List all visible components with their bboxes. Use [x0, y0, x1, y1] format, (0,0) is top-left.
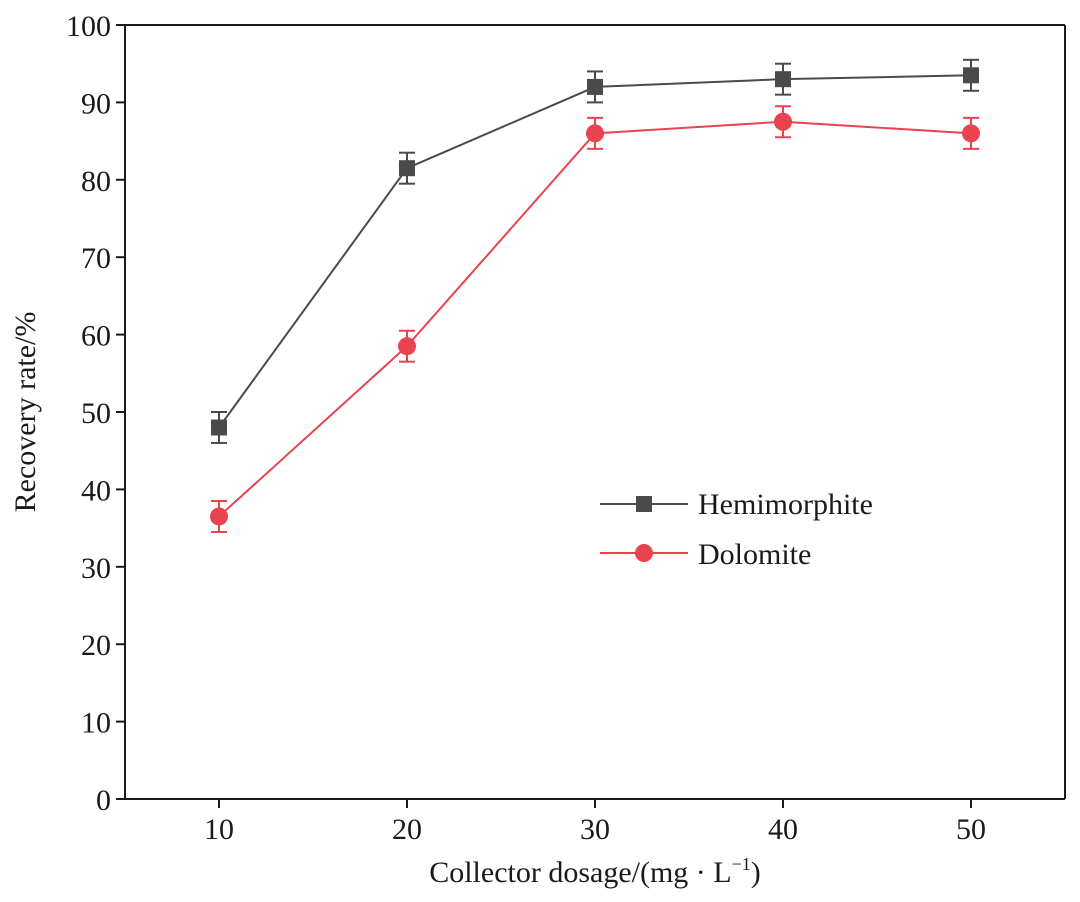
- y-ticks: 0 10 20 30 40 50 60 70 80 90 100: [66, 10, 125, 817]
- y-tick-label: 0: [96, 784, 111, 817]
- x-axis-title: Collector dosage/(mg · L−1): [429, 854, 761, 889]
- data-point-dolomite: [962, 124, 980, 143]
- series-dolomite: [210, 105, 980, 533]
- legend-item-dolomite: Dolomite: [600, 538, 811, 571]
- x-tick-label: 50: [956, 813, 986, 846]
- y-tick-label: 90: [81, 87, 111, 120]
- data-point-hemimorphite: [587, 78, 603, 95]
- data-point-hemimorphite: [211, 419, 227, 436]
- y-tick-label: 80: [81, 165, 111, 198]
- series-hemimorphite: [211, 58, 979, 444]
- x-ticks: 10 20 30 40 50: [204, 799, 986, 846]
- y-axis-title: Recovery rate/%: [9, 312, 42, 513]
- x-tick-label: 10: [204, 813, 234, 846]
- legend: Hemimorphite Dolomite: [600, 488, 873, 571]
- x-tick-label: 20: [392, 813, 422, 846]
- y-tick-label: 50: [81, 397, 111, 430]
- y-tick-label: 30: [81, 552, 111, 585]
- legend-label-hemimorphite: Hemimorphite: [698, 488, 873, 521]
- data-point-hemimorphite: [775, 71, 791, 88]
- data-point-hemimorphite: [399, 160, 415, 177]
- legend-marker-hemimorphite: [636, 496, 652, 512]
- y-tick-label: 20: [81, 629, 111, 662]
- y-tick-label: 40: [81, 474, 111, 507]
- series-layer: [210, 58, 980, 533]
- legend-item-hemimorphite: Hemimorphite: [600, 488, 873, 521]
- x-axis-title-close: ): [751, 856, 761, 889]
- x-tick-label: 40: [768, 813, 798, 846]
- y-tick-label: 70: [81, 242, 111, 275]
- series-line-dolomite: [218, 120, 972, 518]
- data-point-dolomite: [774, 112, 792, 131]
- y-tick-label: 100: [66, 10, 111, 43]
- x-tick-label: 30: [580, 813, 610, 846]
- data-point-hemimorphite: [963, 67, 979, 84]
- x-axis-title-superscript: −1: [732, 854, 751, 874]
- y-tick-label: 60: [81, 320, 111, 353]
- data-point-dolomite: [210, 507, 228, 526]
- legend-label-dolomite: Dolomite: [698, 538, 811, 571]
- x-axis-title-main: Collector dosage/(mg · L: [429, 856, 731, 889]
- legend-marker-dolomite: [635, 544, 653, 562]
- data-point-dolomite: [586, 124, 604, 143]
- data-point-dolomite: [398, 337, 416, 356]
- y-tick-label: 10: [81, 707, 111, 740]
